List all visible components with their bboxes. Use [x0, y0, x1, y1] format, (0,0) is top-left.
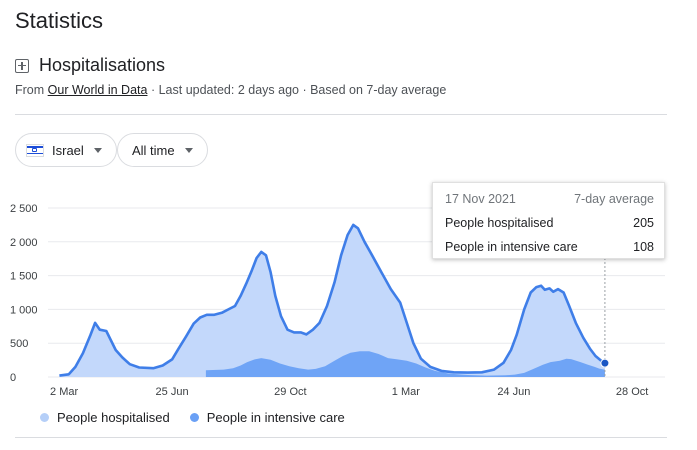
x-tick-label: 28 Oct	[616, 386, 648, 398]
divider-top	[15, 114, 667, 115]
highlight-point	[600, 358, 610, 368]
caret-down-icon	[184, 147, 193, 153]
source-line: From Our World in Data · Last updated: 2…	[15, 83, 446, 97]
hospitalised-line	[59, 223, 606, 377]
y-tick-label: 1 000	[10, 304, 38, 316]
card-title: Hospitalisations	[39, 55, 166, 75]
legend-item-icu[interactable]: People in intensive care	[189, 410, 345, 425]
page-title: Statistics	[15, 8, 104, 33]
divider-bottom	[15, 437, 667, 438]
legend-item-hospitalised[interactable]: People hospitalised	[40, 410, 170, 425]
y-tick-label: 0	[10, 372, 16, 384]
legend-label-hospitalised: People hospitalised	[57, 410, 170, 425]
tooltip-date: 17 Nov 2021	[445, 192, 516, 206]
tooltip-icu-value: 108	[633, 240, 654, 254]
hospitalised-area	[59, 224, 605, 377]
x-tick-label: 25 Jun	[156, 386, 189, 398]
x-tick-label: 1 Mar	[392, 386, 420, 398]
y-tick-label: 500	[10, 338, 28, 350]
hospitalisations-chart[interactable]: 0 500 1 000 1 500 2 000 2 500 2 Mar 25 Jun 29 Oc…	[0, 180, 697, 400]
y-tick-label: 2 000	[10, 237, 38, 249]
y-tick-label: 2 500	[10, 203, 38, 215]
source-link[interactable]: Our World in Data	[47, 83, 148, 97]
israel-flag-icon	[26, 143, 44, 157]
card-header: Hospitalisations	[15, 55, 165, 76]
y-tick-label: 1 500	[10, 271, 38, 283]
icu-area	[205, 351, 605, 377]
country-dropdown[interactable]: Israel	[15, 133, 117, 167]
legend-label-icu: People in intensive care	[206, 410, 345, 425]
tooltip-avg-label: 7-day average	[574, 192, 654, 206]
tooltip-icu-label: People in intensive care	[445, 240, 578, 254]
legend-dot-hospitalised	[40, 413, 49, 422]
country-label: Israel	[52, 142, 84, 158]
chart-legend: People hospitalised People in intensive …	[40, 410, 365, 425]
x-tick-label: 29 Oct	[274, 386, 306, 398]
tooltip-hospitalised-label: People hospitalised	[445, 216, 554, 230]
range-label: All time	[132, 142, 175, 158]
source-prefix: From	[15, 83, 45, 97]
x-tick-label: 24 Jun	[497, 386, 530, 398]
caret-down-icon	[93, 147, 102, 153]
x-tick-label: 2 Mar	[50, 386, 78, 398]
source-suffix: · Last updated: 2 days ago · Based on 7-…	[150, 83, 447, 97]
range-dropdown[interactable]: All time	[117, 133, 208, 167]
expand-icon[interactable]	[15, 58, 29, 73]
chart-tooltip: 17 Nov 2021 7-day average People hospita…	[432, 182, 665, 259]
legend-dot-icu	[189, 413, 199, 422]
tooltip-hospitalised-value: 205	[633, 216, 654, 230]
